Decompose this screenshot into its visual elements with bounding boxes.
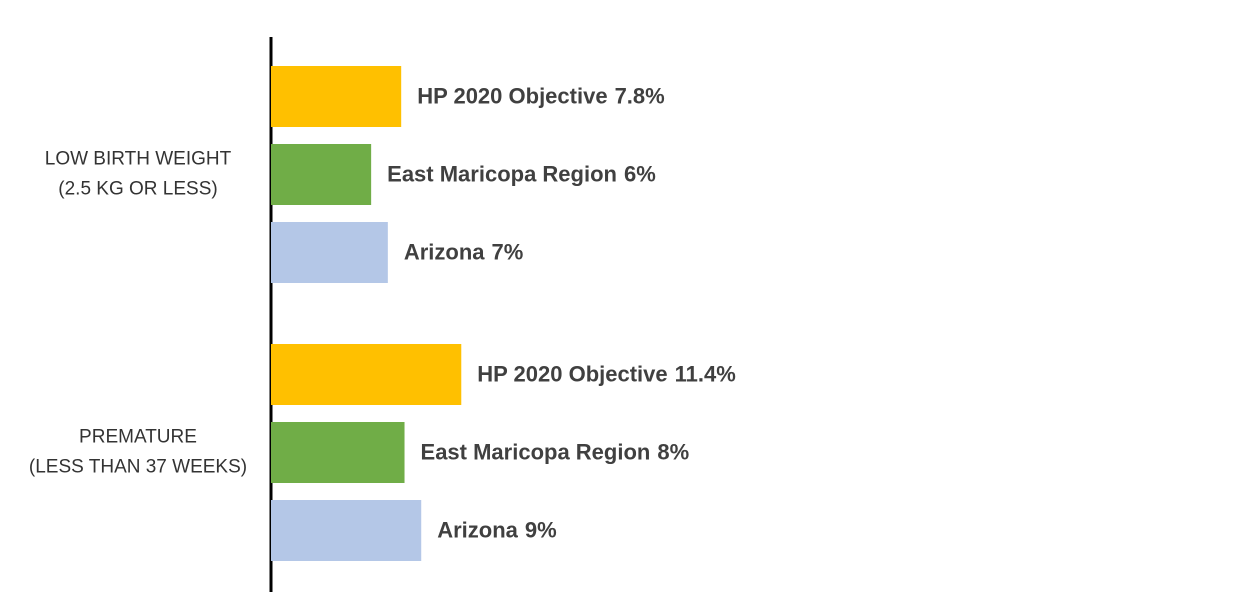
bar bbox=[271, 144, 372, 205]
value-label: 7.8% bbox=[615, 83, 665, 108]
bar bbox=[271, 344, 462, 405]
data-label: HP 2020 Objective 7.8% bbox=[417, 83, 665, 108]
bar bbox=[271, 500, 422, 561]
category-label-line: PREMATURE bbox=[79, 427, 197, 448]
series-name: Arizona bbox=[437, 517, 518, 542]
series-name: HP 2020 Objective bbox=[417, 83, 607, 108]
series-name: East Maricopa Region bbox=[387, 161, 617, 186]
bar bbox=[271, 66, 402, 127]
category-label: PREMATURE (LESS THAN 37 WEEKS) bbox=[29, 427, 247, 478]
category-label-line: LOW BIRTH WEIGHT bbox=[45, 149, 232, 170]
category-label-line: (2.5 KG OR LESS) bbox=[58, 179, 217, 200]
value-label: 9% bbox=[525, 517, 557, 542]
category-label: LOW BIRTH WEIGHT (2.5 KG OR LESS) bbox=[45, 149, 232, 200]
value-label: 8% bbox=[657, 439, 689, 464]
series-name: HP 2020 Objective bbox=[477, 361, 667, 386]
value-label: 7% bbox=[492, 239, 524, 264]
data-label: Arizona 7% bbox=[404, 239, 523, 264]
data-label: HP 2020 Objective 11.4% bbox=[477, 361, 736, 386]
bar bbox=[271, 222, 388, 283]
data-label: East Maricopa Region 8% bbox=[421, 439, 690, 464]
value-label: 11.4% bbox=[675, 361, 736, 386]
value-label: 6% bbox=[624, 161, 656, 186]
bar bbox=[271, 422, 405, 483]
category-label-line: (LESS THAN 37 WEEKS) bbox=[29, 457, 247, 478]
series-name: East Maricopa Region bbox=[421, 439, 651, 464]
series-name: Arizona bbox=[404, 239, 485, 264]
data-label: Arizona 9% bbox=[437, 517, 556, 542]
data-label: East Maricopa Region 6% bbox=[387, 161, 656, 186]
